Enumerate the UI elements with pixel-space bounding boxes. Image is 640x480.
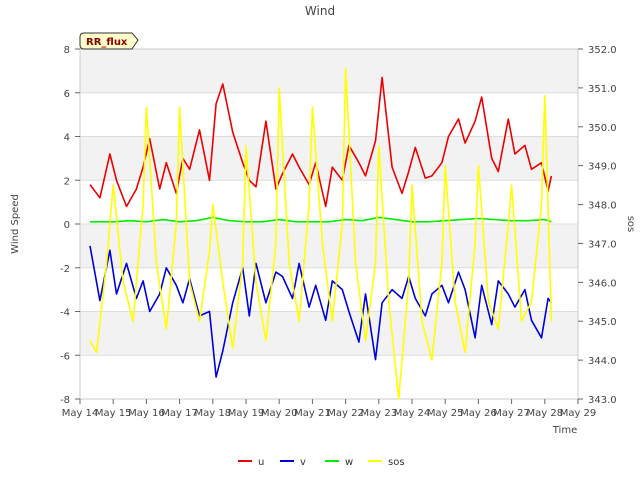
series-line-u xyxy=(89,76,553,208)
y2-tick-label: 346.0 xyxy=(588,278,617,289)
x-tick-label: May 27 xyxy=(493,408,530,419)
x-tick-label: May 14 xyxy=(62,408,99,419)
y-tick-label: 0 xyxy=(64,220,70,231)
x-tick-label: May 15 xyxy=(95,408,132,419)
legend-label-v: v xyxy=(300,457,306,468)
y-axis: -8 -6 -4 -2 0 2 4 6 8 xyxy=(60,45,80,406)
plot-band xyxy=(80,311,578,356)
x-tick-label: May 29 xyxy=(560,408,597,419)
y2-axis: 343.0 344.0 345.0 346.0 347.0 348.0 349.0 350.0… xyxy=(578,45,617,406)
site-badge-label: RR_flux xyxy=(86,37,128,48)
plot-band xyxy=(80,49,578,93)
chart-title: Wind xyxy=(305,4,335,18)
y2-tick-label: 347.0 xyxy=(588,239,617,250)
y-tick-label: -8 xyxy=(60,395,70,406)
legend: u v w sos xyxy=(238,457,405,468)
y-tick-label: 8 xyxy=(64,45,70,56)
y-tick-label: 2 xyxy=(64,176,70,187)
x-tick-label: May 24 xyxy=(394,408,431,419)
plot-band xyxy=(80,355,578,399)
y2-tick-label: 352.0 xyxy=(588,45,617,56)
x-tick-label: May 18 xyxy=(195,408,232,419)
y-tick-label: -4 xyxy=(60,308,70,319)
plot-band xyxy=(80,92,578,137)
y-tick-label: -2 xyxy=(60,264,70,275)
y2-tick-label: 344.0 xyxy=(588,356,617,367)
x-tick-label: May 28 xyxy=(527,408,564,419)
y-tick-label: 4 xyxy=(64,133,70,144)
x-tick-label: May 17 xyxy=(161,408,198,419)
y2-tick-label: 349.0 xyxy=(588,162,617,173)
x-tick-label: May 26 xyxy=(460,408,497,419)
site-badge: RR_flux xyxy=(79,32,139,50)
y-tick-label: 6 xyxy=(64,89,70,100)
y2-tick-label: 351.0 xyxy=(588,84,617,95)
series-lines xyxy=(89,67,553,400)
series-line-v xyxy=(89,245,553,378)
legend-label-sos: sos xyxy=(388,457,405,468)
y2-tick-label: 350.0 xyxy=(588,123,617,134)
x-tick-label: May 22 xyxy=(327,408,364,419)
y2-tick-label: 345.0 xyxy=(588,317,617,328)
y2-tick-label: 343.0 xyxy=(588,395,617,406)
legend-label-w: w xyxy=(345,457,353,468)
y2-tick-label: 348.0 xyxy=(588,201,617,212)
y-axis-label: Wind Speed xyxy=(10,194,21,254)
x-tick-label: May 16 xyxy=(128,408,165,419)
x-tick-label: May 20 xyxy=(261,408,298,419)
series-line-w xyxy=(90,216,552,223)
y-tick-label: -6 xyxy=(60,351,70,362)
x-tick-label: May 21 xyxy=(294,408,331,419)
y2-axis-label: sos xyxy=(625,216,636,233)
x-tick-label: May 19 xyxy=(228,408,265,419)
plot-band xyxy=(80,224,578,268)
legend-label-u: u xyxy=(258,457,264,468)
series-line-sos xyxy=(89,67,553,400)
x-tick-label: May 23 xyxy=(361,408,398,419)
x-axis-label: Time xyxy=(552,425,577,436)
x-tick-label: May 25 xyxy=(427,408,464,419)
